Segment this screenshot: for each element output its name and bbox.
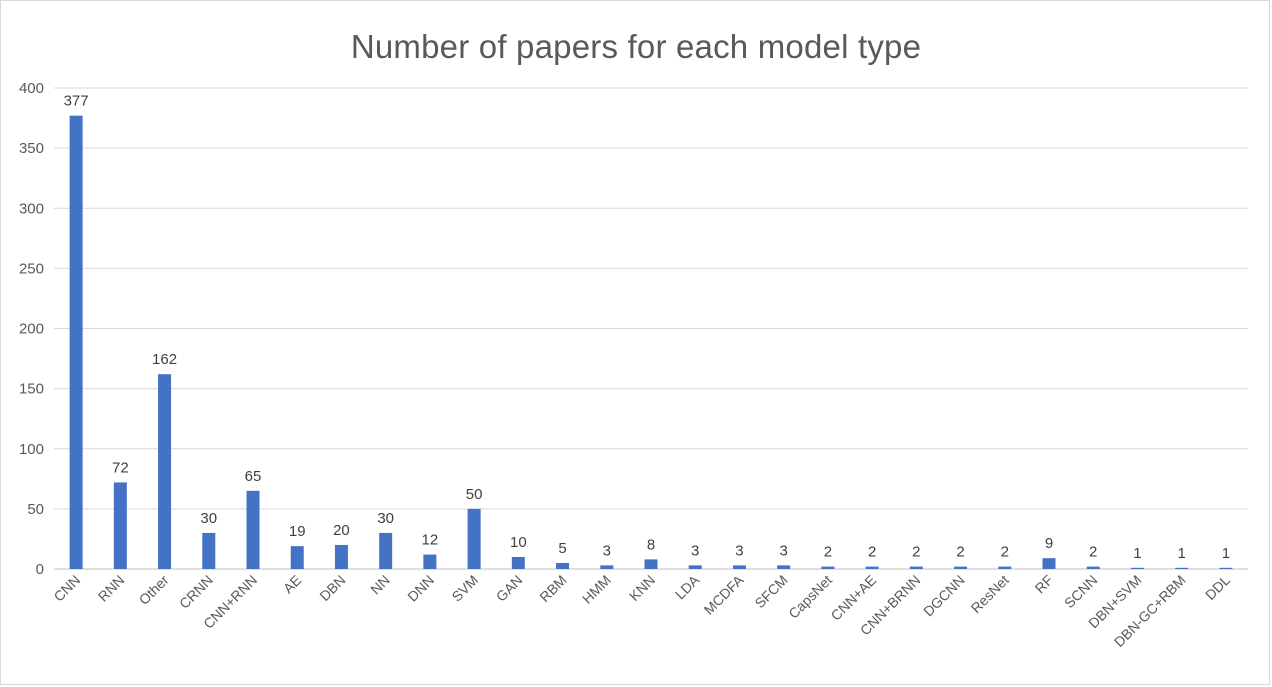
bar-dgcnn (954, 566, 968, 569)
bar-hmm (600, 565, 614, 569)
bar-ae (290, 546, 304, 569)
data-label: 72 (112, 459, 129, 476)
data-label: 1 (1177, 545, 1185, 562)
x-tick-label: CRNN (176, 572, 216, 612)
data-label: 2 (868, 544, 876, 561)
data-label: 3 (691, 542, 699, 559)
x-tick-label: RNN (95, 572, 128, 605)
bar-cnn-brnn (909, 566, 923, 569)
bar-other (158, 374, 172, 569)
bar-scnn (1086, 566, 1100, 569)
bar-dnn (423, 554, 437, 569)
x-tick-label: RBM (536, 572, 569, 605)
x-tick-label: Other (136, 572, 172, 608)
bar-sfcm (777, 565, 791, 569)
data-label: 30 (377, 510, 394, 527)
x-tick-label: KNN (626, 572, 658, 604)
data-label: 2 (956, 544, 964, 561)
data-label: 1 (1133, 545, 1141, 562)
y-tick-label: 350 (19, 140, 44, 157)
bar-dbn-gc-rbm (1175, 567, 1189, 569)
bar-svm (467, 508, 481, 569)
x-tick-label: NN (367, 572, 393, 598)
x-tick-label: MCDFA (701, 571, 747, 617)
bar-cnn (69, 115, 83, 569)
x-tick-label: SCNN (1061, 572, 1100, 611)
bar-ddl (1219, 567, 1233, 569)
bar-lda (688, 565, 702, 569)
x-tick-label: AE (280, 572, 305, 597)
bar-rf (1042, 558, 1056, 569)
x-tick-label: RF (1032, 572, 1057, 597)
bar-resnet (998, 566, 1012, 569)
data-label: 1 (1222, 545, 1230, 562)
y-tick-label: 100 (19, 441, 44, 458)
data-label: 3 (735, 542, 743, 559)
data-label: 162 (152, 351, 177, 368)
data-label: 2 (912, 544, 920, 561)
y-tick-label: 250 (19, 260, 44, 277)
bar-dbn (334, 544, 348, 569)
data-label: 10 (510, 534, 527, 551)
data-label: 5 (558, 540, 566, 557)
bar-knn (644, 559, 658, 569)
bar-nn (379, 532, 393, 569)
bar-rnn (113, 482, 127, 569)
x-tick-label: SVM (448, 572, 481, 605)
data-label: 20 (333, 522, 350, 539)
x-tick-label: LDA (672, 571, 703, 602)
data-label: 2 (1001, 544, 1009, 561)
y-tick-label: 50 (27, 501, 44, 518)
data-label: 3 (779, 542, 787, 559)
data-label: 377 (64, 93, 89, 110)
x-tick-label: HMM (579, 572, 614, 607)
bar-cnn-ae (865, 566, 879, 569)
bar-dbn-svm (1130, 567, 1144, 569)
x-tick-label: SFCM (751, 572, 790, 611)
data-label: 8 (647, 536, 655, 553)
y-tick-label: 200 (19, 321, 44, 338)
y-tick-label: 0 (36, 561, 44, 578)
x-tick-label: CNN (50, 572, 83, 605)
y-tick-label: 400 (19, 80, 44, 97)
y-tick-label: 300 (19, 200, 44, 217)
data-label: 2 (824, 544, 832, 561)
bar-mcdfa (732, 565, 746, 569)
y-tick-label: 150 (19, 381, 44, 398)
x-tick-label: ResNet (968, 572, 1012, 616)
data-label: 3 (603, 542, 611, 559)
bar-crnn (202, 532, 216, 569)
data-label: 19 (289, 523, 306, 540)
x-tick-label: GAN (493, 572, 526, 605)
data-label: 2 (1089, 544, 1097, 561)
x-tick-label: DDL (1202, 572, 1233, 603)
data-label: 50 (466, 486, 483, 503)
bar-cnn-rnn (246, 490, 260, 569)
data-label: 30 (200, 510, 217, 527)
x-tick-label: DNN (404, 572, 437, 605)
x-tick-label: DBN (316, 572, 348, 604)
chart-title: Number of papers for each model type (350, 28, 922, 65)
x-tick-label: DGCNN (920, 572, 968, 620)
bar-capsnet (821, 566, 835, 569)
x-tick-label: CapsNet (785, 572, 835, 622)
bar-rbm (556, 562, 570, 569)
data-label: 65 (245, 468, 262, 485)
data-label: 12 (422, 532, 439, 549)
data-label: 9 (1045, 535, 1053, 552)
bar-gan (511, 556, 525, 569)
